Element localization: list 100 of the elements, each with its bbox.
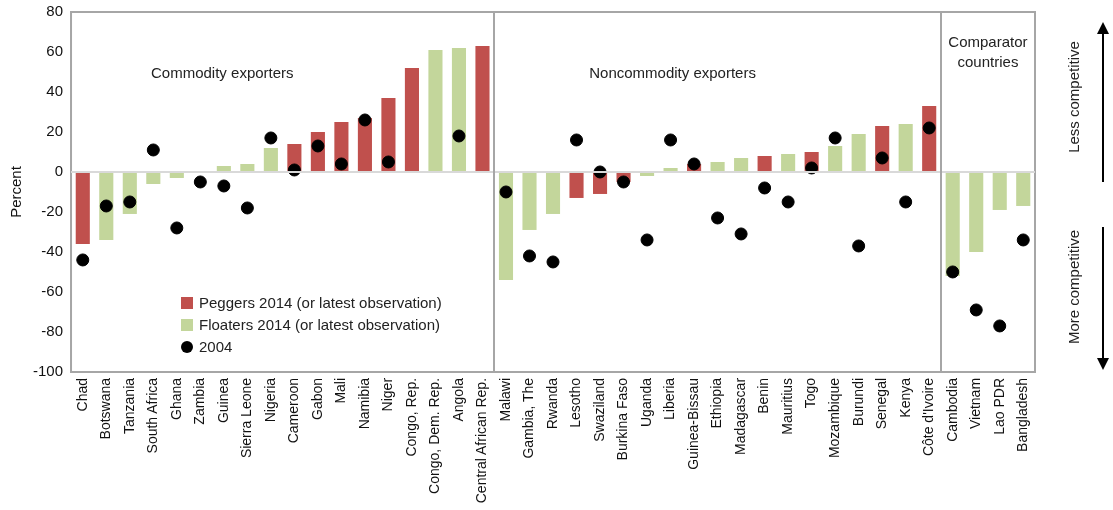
bar [945, 171, 960, 276]
annotation: Commodity exporters [151, 64, 294, 81]
point [123, 195, 137, 209]
point [264, 131, 278, 145]
y-tick-label: -20 [41, 202, 64, 220]
bar [475, 46, 490, 172]
y-tick-label: 0 [54, 162, 64, 180]
x-tick-label: Lesotho [567, 377, 584, 428]
x-tick-label: Niger [379, 377, 396, 412]
x-tick-label: Mali [332, 377, 349, 404]
legend-label: Peggers 2014 (or latest observation) [199, 294, 442, 312]
x-tick-label: Lao PDR [990, 377, 1007, 435]
point [1016, 233, 1030, 247]
y-tick-label: 20 [46, 122, 64, 140]
x-tick-label: Chad [73, 377, 90, 412]
annotation: Noncommodity exporters [589, 64, 756, 81]
point [617, 175, 631, 189]
point [170, 221, 184, 235]
point [193, 175, 207, 189]
legend-label: 2004 [199, 338, 233, 356]
x-tick-label: Mozambique [826, 377, 843, 459]
legend-label: Floaters 2014 (or latest observation) [199, 316, 440, 334]
point [523, 249, 536, 263]
bar [969, 171, 984, 252]
point [734, 227, 748, 241]
x-tick-label: Kenya [896, 377, 913, 418]
x-tick-label: Congo, Dem. Rep. [426, 377, 443, 494]
x-tick-label: Angola [449, 377, 466, 422]
x-tick-label: Benin [755, 377, 772, 414]
x-tick-label: Guinea [214, 377, 231, 424]
y-tick-label: 40 [46, 82, 64, 100]
bar [781, 153, 796, 172]
bar [404, 67, 419, 172]
x-tick-label: Zambia [191, 377, 208, 425]
point [711, 211, 725, 225]
point [146, 143, 160, 157]
point [664, 133, 678, 147]
bar [1016, 171, 1031, 206]
point [640, 233, 654, 247]
x-tick-label: South Africa [144, 377, 161, 454]
text: Less competitive [1064, 41, 1082, 153]
point [217, 179, 231, 193]
point [76, 253, 90, 267]
bar [898, 123, 913, 172]
bar [522, 171, 537, 230]
x-tick-label: Congo, Rep. [402, 377, 419, 457]
y-tick-label: 60 [46, 42, 64, 60]
x-tick-label: Burkina Faso [614, 377, 631, 461]
bar [263, 147, 278, 172]
x-tick-label: Ethiopia [708, 377, 725, 429]
x-tick-label: Gambia, The [520, 377, 537, 459]
x-tick-label: Cameroon [285, 377, 302, 444]
point [852, 239, 866, 253]
point [452, 129, 466, 143]
text: More competitive [1064, 229, 1082, 345]
x-tick-label: Liberia [661, 377, 678, 420]
x-tick-label: Uganda [637, 377, 654, 427]
point [546, 255, 560, 269]
annotation: Comparator countries [947, 32, 1029, 72]
bar [569, 171, 584, 198]
point [570, 133, 584, 147]
x-tick-label: Vietnam [967, 377, 984, 430]
bar [851, 133, 866, 172]
point [334, 157, 348, 171]
point [969, 303, 983, 317]
bar [451, 48, 467, 172]
x-tick-label: Namibia [355, 377, 372, 430]
x-tick-label: Botswana [97, 377, 114, 440]
x-tick-label: Côte d'Ivoire [920, 377, 937, 457]
bar [428, 49, 443, 172]
point [687, 157, 701, 171]
x-tick-label: Madagascar [731, 377, 748, 455]
point [758, 181, 772, 195]
x-tick-label: Guinea-Bissau [684, 377, 701, 470]
point [99, 199, 113, 213]
bar [757, 155, 772, 172]
x-tick-label: Cambodia [943, 377, 960, 442]
x-tick-label: Tanzania [120, 377, 137, 434]
y-tick-label: -80 [41, 322, 64, 340]
x-tick-label: Swaziland [590, 377, 607, 442]
x-tick-label: Bangladesh [1014, 377, 1031, 452]
bar [734, 157, 749, 172]
x-tick-label: Nigeria [261, 377, 278, 423]
bar [498, 171, 514, 280]
x-tick-label: Rwanda [543, 377, 560, 430]
point [358, 113, 372, 127]
point [899, 195, 913, 209]
y-tick-label: 80 [46, 2, 64, 20]
point [781, 195, 795, 209]
x-tick-label: Central African Rep. [473, 377, 490, 504]
x-tick-label: Sierra Leone [238, 377, 255, 459]
point [828, 131, 842, 145]
point [922, 121, 936, 135]
bar [992, 171, 1007, 210]
bar [146, 171, 161, 184]
bar [545, 171, 561, 214]
y-axis-title: Percent [7, 165, 25, 218]
point [381, 155, 395, 169]
bar [828, 145, 843, 172]
point [993, 319, 1007, 333]
